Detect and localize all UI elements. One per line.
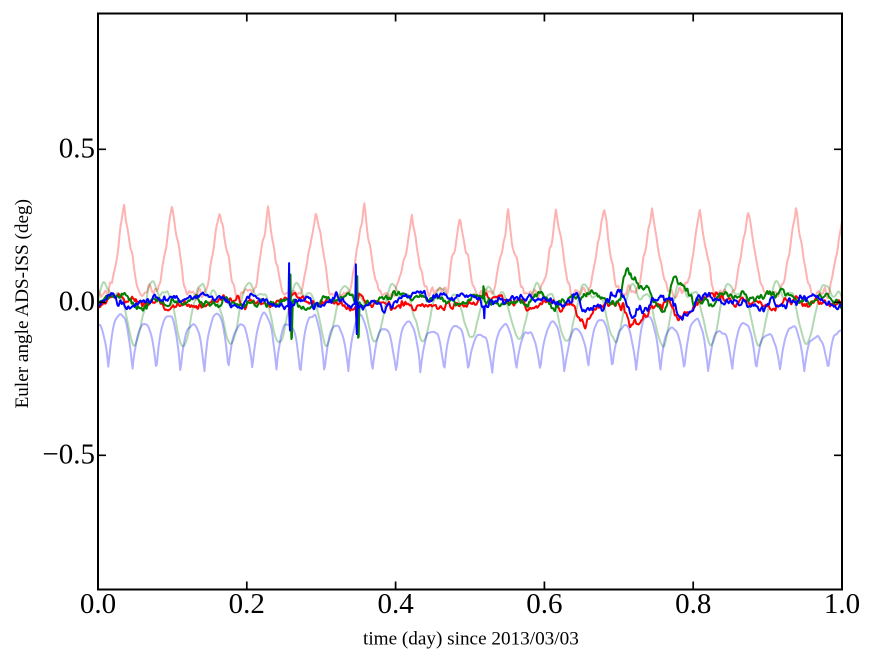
svg-text:0.0: 0.0 (80, 588, 116, 620)
svg-text:0.4: 0.4 (377, 588, 414, 620)
svg-text:0.5: 0.5 (59, 132, 95, 164)
svg-text:0.0: 0.0 (59, 285, 95, 317)
svg-text:Euler angle ADS-ISS (deg): Euler angle ADS-ISS (deg) (12, 199, 33, 408)
svg-text:1.0: 1.0 (824, 588, 860, 620)
svg-text:0.6: 0.6 (526, 588, 562, 620)
svg-text:−0.5: −0.5 (42, 438, 95, 470)
svg-text:0.8: 0.8 (675, 588, 711, 620)
svg-text:0.2: 0.2 (229, 588, 265, 620)
svg-text:time (day) since 2013/03/03: time (day) since 2013/03/03 (363, 629, 579, 650)
